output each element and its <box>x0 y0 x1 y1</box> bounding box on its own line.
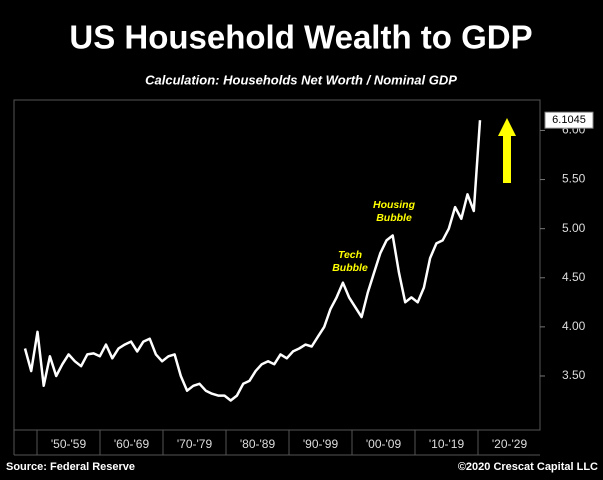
x-tick-label: '80-'89 <box>240 437 276 451</box>
y-tick-label: 5.50 <box>562 172 586 186</box>
x-tick-label: '10-'19 <box>429 437 465 451</box>
annotation: Housing <box>373 199 416 211</box>
data-line <box>23 120 482 402</box>
x-tick-label: '90-'99 <box>303 437 339 451</box>
chart-title: US Household Wealth to GDP <box>69 19 532 56</box>
x-tick-label: '50-'59 <box>51 437 87 451</box>
value-label: 6.1045 <box>552 114 586 126</box>
y-tick-label: 3.50 <box>562 368 586 382</box>
value-label-box <box>544 111 594 129</box>
credit: ©2020 Crescat Capital LLC <box>458 461 598 473</box>
plot-frame <box>13 99 541 431</box>
y-tick-label: 4.50 <box>562 270 586 284</box>
y-tick-label: 4.00 <box>562 319 586 333</box>
x-tick-label: '20-'29 <box>492 437 528 451</box>
chart-subtitle: Calculation: Households Net Worth / Nomi… <box>145 72 457 87</box>
y-tick-label: 5.00 <box>562 221 586 235</box>
annotation: Bubble <box>332 262 368 274</box>
source: Source: Federal Reserve <box>6 461 135 473</box>
x-tick-label: '60-'69 <box>114 437 150 451</box>
up-arrow <box>498 118 516 183</box>
x-tick-label: '70-'79 <box>177 437 213 451</box>
annotation: Bubble <box>376 212 412 224</box>
annotation: Tech <box>338 249 362 261</box>
x-tick-label: '00-'09 <box>366 437 402 451</box>
